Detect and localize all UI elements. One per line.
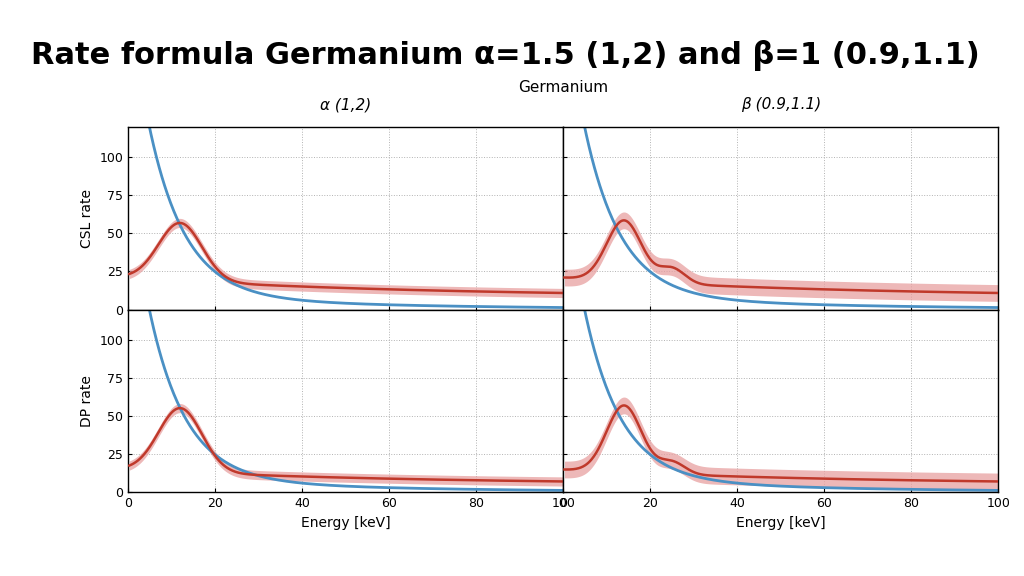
X-axis label: Energy [keV]: Energy [keV]	[301, 516, 390, 530]
Text: Rate formula Germanium α=1.5 (1,2) and β=1 (0.9,1.1): Rate formula Germanium α=1.5 (1,2) and β…	[31, 40, 980, 71]
Y-axis label: DP rate: DP rate	[80, 375, 94, 427]
Text: β (0.9,1.1): β (0.9,1.1)	[740, 97, 821, 112]
X-axis label: Energy [keV]: Energy [keV]	[736, 516, 825, 530]
Y-axis label: CSL rate: CSL rate	[80, 189, 94, 248]
Text: Germanium: Germanium	[518, 80, 608, 95]
Text: Simone Manti: Simone Manti	[460, 551, 564, 566]
Text: α (1,2): α (1,2)	[319, 97, 372, 112]
